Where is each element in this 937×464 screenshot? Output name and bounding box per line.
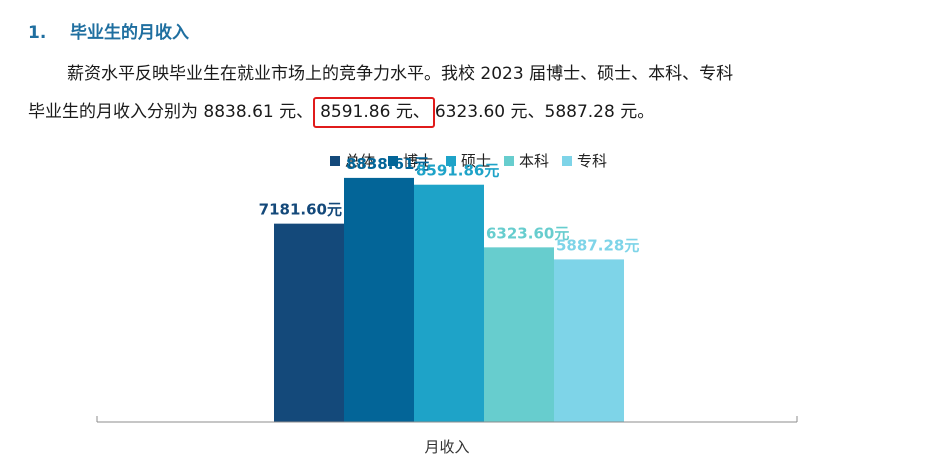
highlighted-value: 8591.86 元、 [313,97,435,128]
x-category-label: 月收入 [424,438,469,456]
legend-label: 博士 [402,152,433,170]
bar-博士 [344,177,414,422]
section-number: 1. [28,23,47,43]
bar-总体 [274,223,344,422]
legend-swatch [562,155,573,166]
legend-item: 专科 [562,150,607,171]
legend-label: 专科 [577,152,608,170]
paragraph-line-1: 薪资水平反映毕业生在就业市场上的竞争力水平。我校 2023 届博士、硕士、本科、… [67,64,734,84]
data-label: 6323.60元 [486,224,569,242]
legend-item: 硕士 [445,150,491,171]
legend-swatch [329,155,340,166]
data-label: 5887.28元 [556,236,639,254]
legend-item: 博士 [387,150,433,171]
paragraph-line-2: 毕业生的月收入分别为 8838.61 元、 8591.86 元、 6323.60 元… [28,93,908,131]
data-label: 8591.86元 [416,162,499,180]
bar-专科 [554,259,624,422]
paragraph-line-2-start: 毕业生的月收入分别为 8838.61 元、 [28,102,314,122]
legend-item: 本科 [504,150,549,171]
legend-label: 总体 [344,152,375,170]
bar-硕士 [414,184,484,422]
legend-label: 硕士 [460,152,491,170]
legend-swatch [445,155,456,166]
legend-swatch [504,155,514,166]
data-label: 7181.60元 [259,201,342,219]
data-label: 8838.61元 [346,155,429,173]
legend-label: 本科 [519,152,550,170]
section-heading: 1. 毕业生的月收入 [28,18,189,43]
body-paragraph: 薪资水平反映毕业生在就业市场上的竞争力水平。我校 2023 届博士、硕士、本科、… [28,55,908,131]
paragraph-line-2-end: 6323.60 元、5887.28 元。 [434,102,655,122]
legend-item: 总体 [329,150,375,171]
section-title: 毕业生的月收入 [70,23,189,43]
chart-legend: 总体 博士 硕士 本科 专科 [0,150,937,171]
legend-swatch [387,155,398,166]
bar-本科 [484,247,554,422]
